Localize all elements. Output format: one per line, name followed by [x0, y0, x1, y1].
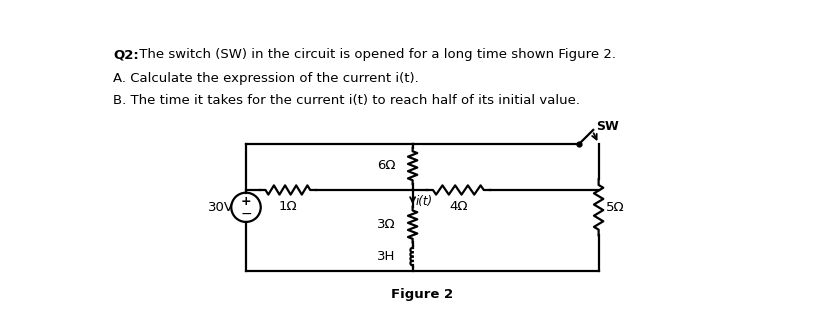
- Text: Figure 2: Figure 2: [392, 288, 453, 301]
- Text: 4Ω: 4Ω: [449, 200, 468, 213]
- Text: 5Ω: 5Ω: [607, 201, 625, 214]
- Text: The switch (SW) in the circuit is opened for a long time shown Figure 2.: The switch (SW) in the circuit is opened…: [135, 48, 617, 61]
- Text: A. Calculate the expression of the current i(t).: A. Calculate the expression of the curre…: [113, 72, 420, 85]
- Text: +: +: [241, 196, 251, 208]
- Text: B. The time it takes for the current i(t) to reach half of its initial value.: B. The time it takes for the current i(t…: [113, 94, 580, 107]
- Text: 30V: 30V: [209, 201, 234, 214]
- Text: 1Ω: 1Ω: [278, 200, 297, 213]
- Text: 3H: 3H: [377, 250, 396, 263]
- Text: 3Ω: 3Ω: [377, 218, 396, 231]
- Text: SW: SW: [596, 120, 619, 132]
- Text: −: −: [241, 207, 252, 220]
- Text: i(t): i(t): [415, 195, 433, 208]
- Text: Q2:: Q2:: [113, 48, 140, 61]
- Text: 6Ω: 6Ω: [377, 159, 396, 172]
